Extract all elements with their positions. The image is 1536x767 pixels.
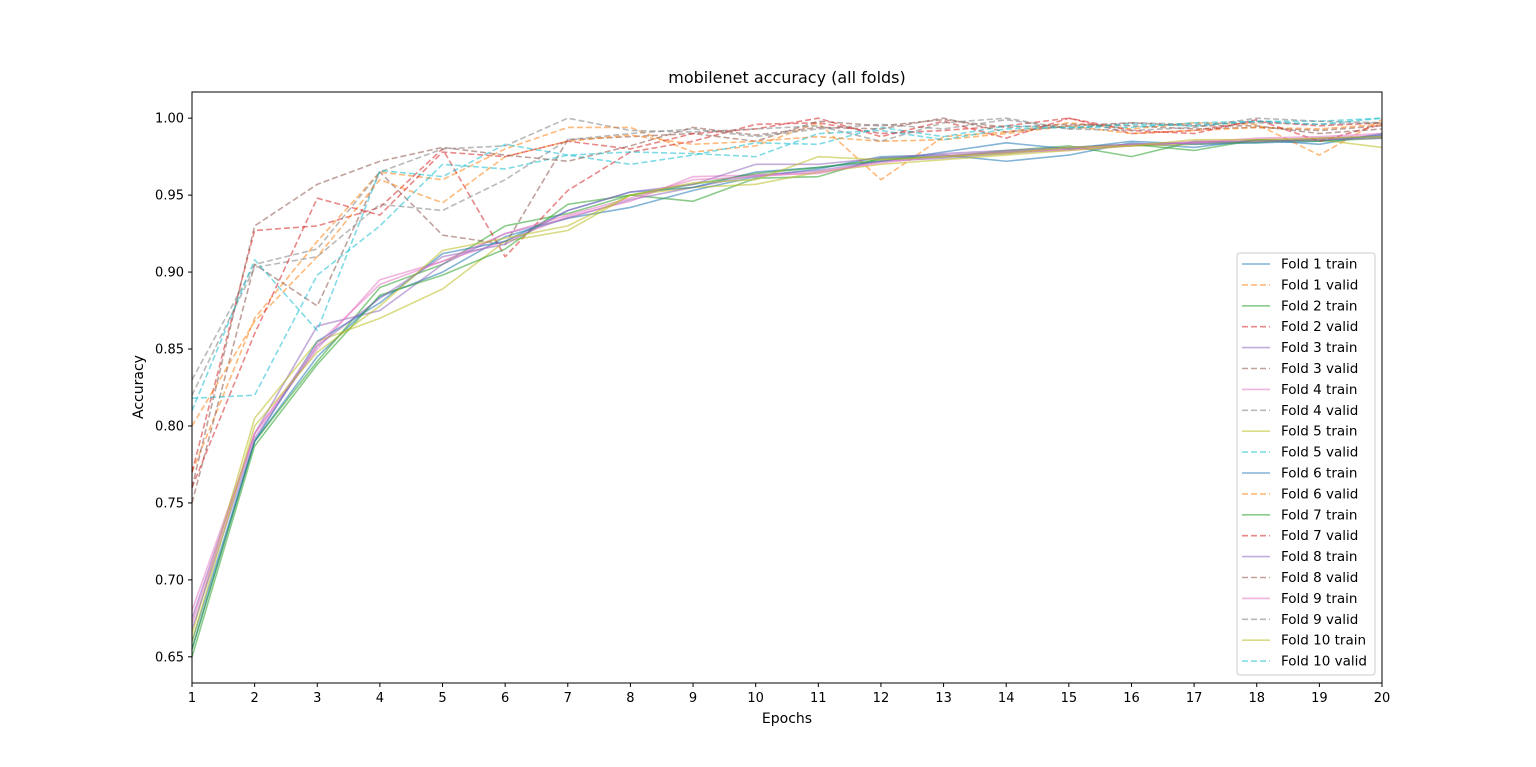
series-line-17	[191, 132, 1383, 624]
x-tick-label: 15	[1061, 691, 1078, 706]
legend-entry: Fold 9 valid	[1281, 612, 1358, 628]
legend-entry: Fold 8 train	[1281, 549, 1357, 565]
legend-entry: Fold 6 valid	[1281, 486, 1358, 502]
legend-entry: Fold 10 train	[1281, 633, 1366, 649]
series-line-16	[191, 117, 1383, 488]
y-tick-label: 0.95	[155, 189, 184, 204]
legend-entry: Fold 5 train	[1281, 424, 1357, 440]
legend-entry: Fold 1 train	[1281, 257, 1357, 273]
series-line-18	[191, 117, 1383, 381]
y-tick-label: 0.80	[155, 419, 184, 434]
plot-frame	[191, 91, 1383, 684]
series-line-12	[191, 123, 1383, 427]
legend-entry: Fold 2 valid	[1281, 319, 1358, 335]
x-tick-label: 10	[747, 691, 764, 706]
x-tick-label: 1	[188, 691, 196, 706]
legend-entry: Fold 4 valid	[1281, 403, 1358, 419]
legend-entry: Fold 4 train	[1281, 382, 1357, 398]
x-tick-label: 3	[313, 691, 321, 706]
y-tick-label: 0.75	[155, 496, 184, 511]
legend-entry: Fold 2 train	[1281, 298, 1357, 314]
legend-entry: Fold 5 valid	[1281, 445, 1358, 461]
legend-entry: Fold 8 valid	[1281, 570, 1358, 586]
y-tick-label: 1.00	[155, 112, 184, 127]
y-tick-label: 0.90	[155, 266, 184, 281]
x-tick-label: 6	[501, 691, 509, 706]
x-tick-label: 4	[376, 691, 384, 706]
legend: Fold 1 train Fold 1 valid Fold 2 train Fold…	[1236, 252, 1376, 676]
y-axis-label: Accuracy	[131, 355, 147, 419]
x-tick-label: 13	[935, 691, 952, 706]
y-tick-label: 0.65	[155, 650, 184, 665]
x-tick-label: 20	[1374, 691, 1391, 706]
x-tick-label: 7	[564, 691, 572, 706]
legend-entry: Fold 7 train	[1281, 507, 1357, 523]
x-axis: 1 2 3 4 5 6 7 8 9 10 11 12 13 14 15 16 17 18 19 20	[188, 683, 1390, 706]
x-tick-label: 18	[1248, 691, 1265, 706]
series-line-20	[191, 117, 1383, 411]
legend-entry: Fold 9 train	[1281, 591, 1357, 607]
x-tick-label: 14	[998, 691, 1015, 706]
series-line-4	[191, 117, 1383, 473]
series-line-6	[191, 118, 1383, 504]
legend-entry: Fold 1 valid	[1281, 277, 1358, 293]
x-tick-label: 12	[873, 691, 890, 706]
series-line-19	[191, 135, 1383, 642]
legend-box	[1236, 252, 1376, 676]
legend-entry: Fold 3 valid	[1281, 361, 1358, 377]
x-axis-label: Epochs	[762, 711, 812, 727]
chart-title: mobilenet accuracy (all folds)	[668, 68, 906, 87]
y-tick-label: 0.85	[155, 343, 184, 358]
series-line-8	[191, 118, 1383, 396]
x-tick-label: 16	[1123, 691, 1140, 706]
series-line-2	[191, 119, 1383, 473]
x-tick-label: 19	[1311, 691, 1328, 706]
x-tick-label: 2	[250, 691, 258, 706]
x-tick-label: 8	[626, 691, 634, 706]
legend-entry: Fold 7 valid	[1281, 528, 1358, 544]
series-layer	[191, 117, 1383, 658]
y-tick-label: 0.70	[155, 573, 184, 588]
x-tick-label: 5	[438, 691, 446, 706]
legend-entry: Fold 6 train	[1281, 466, 1357, 482]
legend-entry: Fold 10 valid	[1281, 654, 1367, 670]
x-tick-label: 17	[1186, 691, 1203, 706]
x-tick-label: 11	[810, 691, 827, 706]
series-line-10	[191, 117, 1383, 400]
x-tick-label: 9	[689, 691, 697, 706]
y-axis: 0.65 0.70 0.75 0.80 0.85 0.90 0.95 1.00	[155, 112, 192, 665]
legend-entry: Fold 3 train	[1281, 340, 1357, 356]
series-line-14	[191, 117, 1383, 488]
